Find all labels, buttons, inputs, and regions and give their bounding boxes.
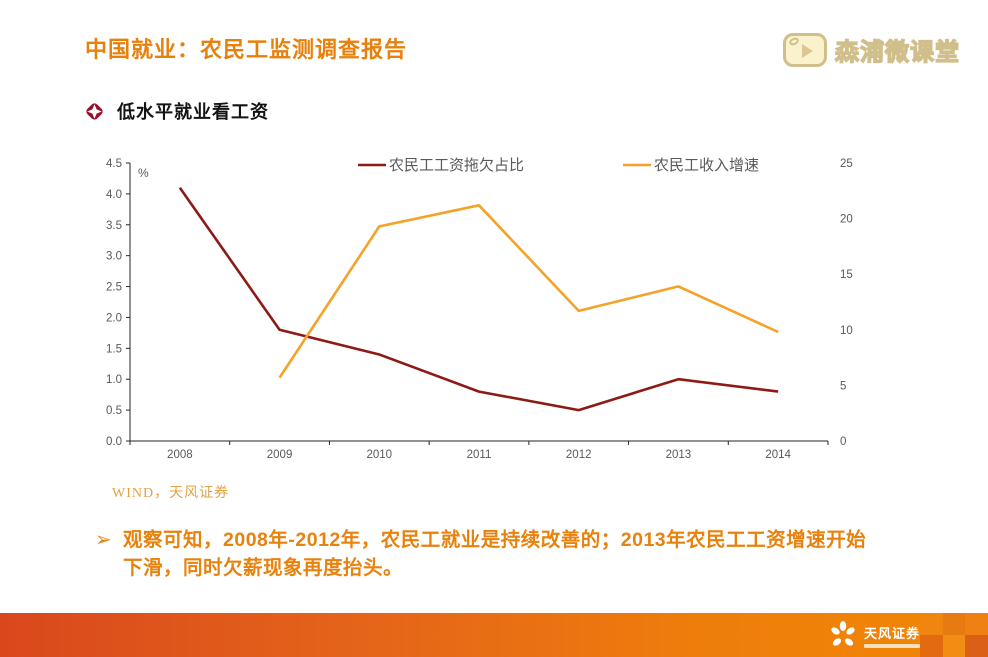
y-axis-tick-label: 1.0: [106, 374, 122, 386]
dual-axis-line-chart: 4.5 4.0 3.5 3.0 2.5 2.0 1.5 1.0 0.5 0.0 25 20 15 10 5 0…: [106, 157, 853, 461]
y-axis-tick-label: 1.5: [106, 343, 122, 355]
chart-area: 4.5 4.0 3.5 3.0 2.5 2.0 1.5 1.0 0.5 0.0 25 20 15 10 5 0…: [90, 148, 880, 468]
y2-axis-tick-label: 25: [840, 158, 853, 170]
watermark-label: 森浦微课堂: [834, 38, 960, 66]
x-axis-tick-label: 2009: [267, 449, 293, 461]
series-line: [278, 203, 779, 379]
checker-cell: [920, 613, 943, 635]
x-axis-tick-label: 2011: [467, 449, 492, 461]
left-axis-unit-label: %: [138, 166, 149, 180]
arrow-bullet-icon: ➢: [95, 529, 112, 551]
watermark-logo: 森浦微课堂: [783, 32, 960, 67]
commentary: ➢ 观察可知，2008年-2012年，农民工就业是持续改善的；2013年农民工工…: [95, 527, 870, 582]
y-axis-tick-label: 4.5: [106, 158, 122, 170]
checker-decoration: [920, 613, 988, 657]
legend-label: 农民工收入增速: [654, 157, 759, 174]
page-title: 中国就业：农民工监测调查报告: [85, 37, 408, 62]
x-axis-tick-label: 2013: [666, 449, 692, 461]
y-axis-tick-label: 4.0: [106, 189, 122, 201]
commentary-text: 观察可知，2008年-2012年，农民工就业是持续改善的；2013年农民工工资增…: [123, 529, 867, 579]
y-axis-tick-label: 3.0: [106, 251, 122, 263]
legend-label: 农民工工资拖欠占比: [389, 157, 524, 174]
series-line: [178, 186, 779, 412]
y-axis-tick-label: 0.0: [106, 436, 122, 448]
y2-axis-tick-label: 10: [840, 325, 853, 337]
checker-cell: [942, 635, 966, 657]
x-axis-tick-label: 2012: [566, 449, 592, 461]
diamond-compass-icon: [86, 102, 103, 120]
x-axis-tick-label: 2014: [765, 449, 791, 461]
y-axis-tick-label: 2.0: [106, 312, 122, 324]
brand-logo: 天风证券: [828, 619, 920, 651]
brand-tagline: [864, 643, 920, 648]
y2-axis-tick-label: 15: [840, 269, 853, 281]
y-axis-tick-label: 2.5: [106, 282, 122, 294]
flower-icon: [831, 621, 855, 646]
y-axis-tick-label: 3.5: [106, 220, 122, 232]
checker-cell: [965, 613, 988, 635]
y2-axis-tick-label: 0: [840, 436, 846, 448]
section-title: 低水平就业看工资: [117, 102, 269, 122]
x-axis-tick-label: 2008: [167, 449, 193, 461]
y2-axis-tick-label: 20: [840, 214, 853, 226]
checker-cell: [942, 613, 966, 635]
play-badge-icon: [783, 32, 827, 67]
checker-cell: [920, 635, 943, 657]
section-header: 低水平就业看工资: [84, 98, 269, 124]
y-axis-tick-label: 0.5: [106, 405, 122, 417]
checker-cell: [965, 635, 988, 657]
footer-banner: 天风证券: [0, 613, 988, 657]
source-note: WIND，天风证券: [112, 486, 230, 501]
y2-axis-tick-label: 5: [840, 380, 846, 392]
brand-name: 天风证券: [864, 625, 921, 641]
x-axis-tick-label: 2010: [366, 449, 392, 461]
